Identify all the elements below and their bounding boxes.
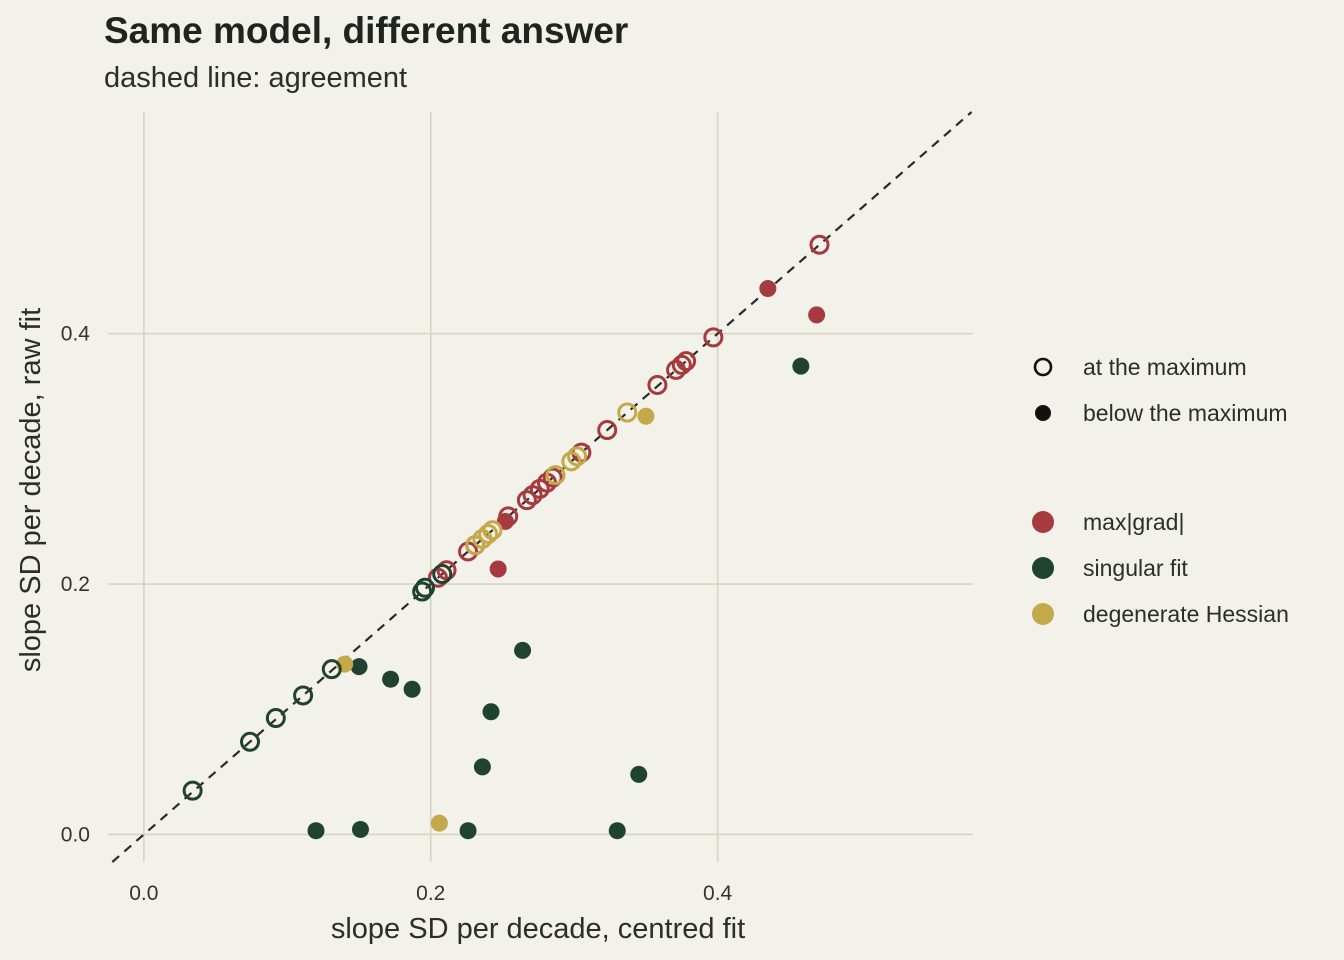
point-at-maximum — [516, 490, 537, 511]
legend: at the maximum below the maximum max|grad|… — [1032, 354, 1289, 627]
point-at-maximum — [182, 780, 203, 801]
legend-color-swatch — [1032, 511, 1054, 533]
grid-layer — [108, 112, 973, 862]
point-below-maximum — [307, 822, 325, 840]
point-at-maximum — [666, 359, 687, 380]
point-at-maximum — [265, 708, 286, 729]
point-at-maximum — [478, 523, 499, 544]
legend-open-marker — [1033, 357, 1053, 377]
point-at-maximum — [293, 685, 314, 706]
tick-labels-layer: 0.0 0.2 0.4 0.0 0.2 0.4 — [61, 323, 733, 905]
x-tick-label: 0.2 — [416, 882, 445, 905]
point-at-maximum — [415, 577, 436, 598]
legend-color-swatch — [1032, 557, 1054, 579]
point-below-maximum — [350, 658, 368, 676]
reference-line-layer — [111, 111, 973, 863]
legend-color-swatch — [1032, 603, 1054, 625]
x-axis-label: slope SD per decade, centred fit — [331, 913, 745, 945]
point-below-maximum — [514, 641, 532, 659]
chart-title: Same model, different answer — [104, 10, 629, 51]
point-at-maximum — [240, 731, 261, 752]
point-at-maximum — [542, 467, 563, 488]
point-below-maximum — [430, 814, 448, 832]
point-below-maximum — [459, 822, 477, 840]
legend-label: below the maximum — [1083, 400, 1288, 426]
point-below-maximum — [637, 407, 655, 425]
legend-filled-marker — [1035, 405, 1051, 421]
point-at-maximum — [498, 506, 519, 527]
point-below-maximum — [482, 703, 500, 721]
point-at-maximum — [432, 564, 453, 585]
legend-label: max|grad| — [1083, 509, 1184, 535]
points-layer — [182, 234, 830, 840]
point-below-maximum — [808, 306, 826, 324]
point-at-maximum — [545, 465, 566, 486]
point-below-maximum — [403, 680, 421, 698]
point-at-maximum — [561, 451, 582, 472]
legend-label: degenerate Hessian — [1083, 601, 1289, 627]
y-axis-label: slope SD per decade, raw fit — [15, 308, 47, 672]
x-tick-label: 0.4 — [703, 882, 733, 905]
point-at-maximum — [671, 354, 692, 375]
x-tick-label: 0.0 — [129, 882, 158, 905]
point-below-maximum — [759, 280, 777, 298]
y-tick-label: 0.2 — [61, 573, 90, 596]
y-tick-label: 0.0 — [61, 823, 90, 846]
y-tick-label: 0.4 — [61, 323, 91, 346]
point-below-maximum — [382, 670, 400, 688]
point-at-maximum — [427, 567, 448, 588]
point-at-maximum — [809, 234, 830, 255]
point-below-maximum — [630, 765, 648, 783]
point-below-maximum — [351, 820, 369, 838]
point-at-maximum — [465, 535, 486, 556]
chart-subtitle: dashed line: agreement — [104, 62, 408, 94]
point-below-maximum — [608, 822, 626, 840]
point-at-maximum — [522, 485, 543, 506]
point-below-maximum — [473, 758, 491, 776]
point-at-maximum — [321, 659, 342, 680]
point-below-maximum — [792, 357, 810, 375]
point-at-maximum — [412, 581, 433, 602]
agreement-line — [111, 111, 973, 863]
point-at-maximum — [647, 374, 668, 395]
legend-label: at the maximum — [1083, 354, 1247, 380]
point-at-maximum — [617, 402, 638, 423]
point-at-maximum — [567, 446, 588, 467]
point-at-maximum — [703, 327, 724, 348]
point-at-maximum — [597, 420, 618, 441]
legend-label: singular fit — [1083, 555, 1188, 581]
point-below-maximum — [489, 560, 507, 578]
